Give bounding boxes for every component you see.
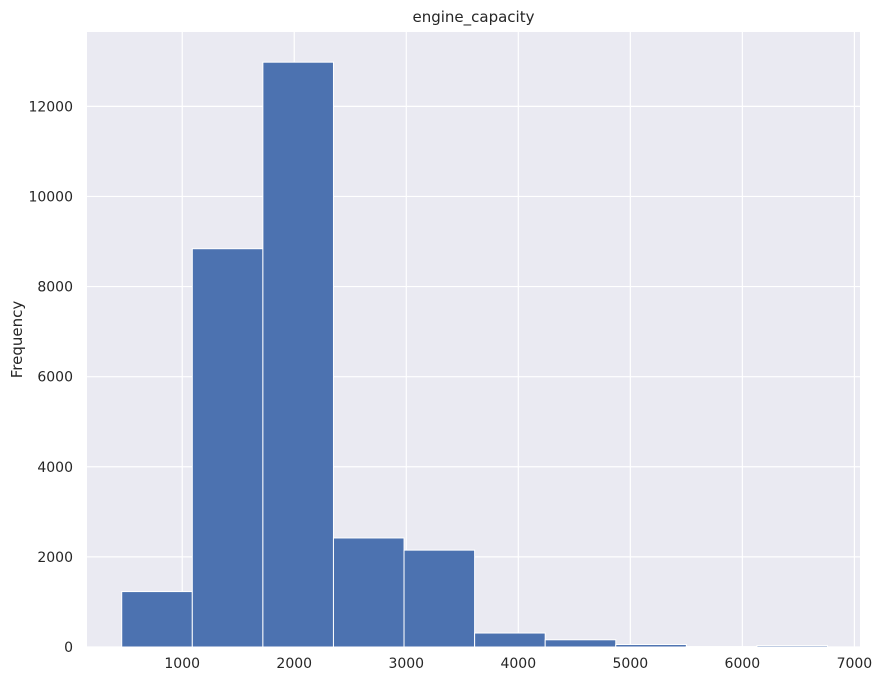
chart-title: engine_capacity	[413, 8, 535, 27]
y-axis-ticks: 0 2000 4000 6000 8000 10000 12000	[28, 99, 73, 656]
x-tick-label: 5000	[613, 656, 649, 672]
x-tick-label: 2000	[276, 656, 312, 672]
x-tick-label: 3000	[388, 656, 424, 672]
y-tick-label: 6000	[37, 370, 73, 386]
y-tick-label: 2000	[37, 550, 73, 566]
x-tick-label: 7000	[837, 656, 873, 672]
x-axis-ticks: 1000 2000 3000 4000 5000 6000 7000	[164, 656, 872, 672]
histogram-bar	[403, 549, 476, 648]
x-tick-label: 6000	[725, 656, 761, 672]
bars	[121, 61, 829, 648]
histogram-bar	[615, 644, 687, 648]
histogram-bar	[332, 537, 405, 648]
histogram-bar	[544, 639, 617, 648]
x-tick-label: 4000	[500, 656, 536, 672]
y-axis-label: Frequency	[8, 301, 26, 379]
y-tick-label: 8000	[37, 280, 73, 296]
histogram-bar	[756, 645, 829, 648]
y-tick-label: 10000	[28, 189, 73, 205]
histogram-bar	[474, 632, 546, 648]
histogram-bar	[121, 591, 193, 648]
y-tick-label: 0	[64, 640, 73, 656]
histogram-bar	[191, 248, 264, 648]
histogram-bar	[262, 61, 334, 648]
x-tick-label: 1000	[164, 656, 200, 672]
y-tick-label: 12000	[28, 99, 73, 115]
y-tick-label: 4000	[37, 460, 73, 476]
